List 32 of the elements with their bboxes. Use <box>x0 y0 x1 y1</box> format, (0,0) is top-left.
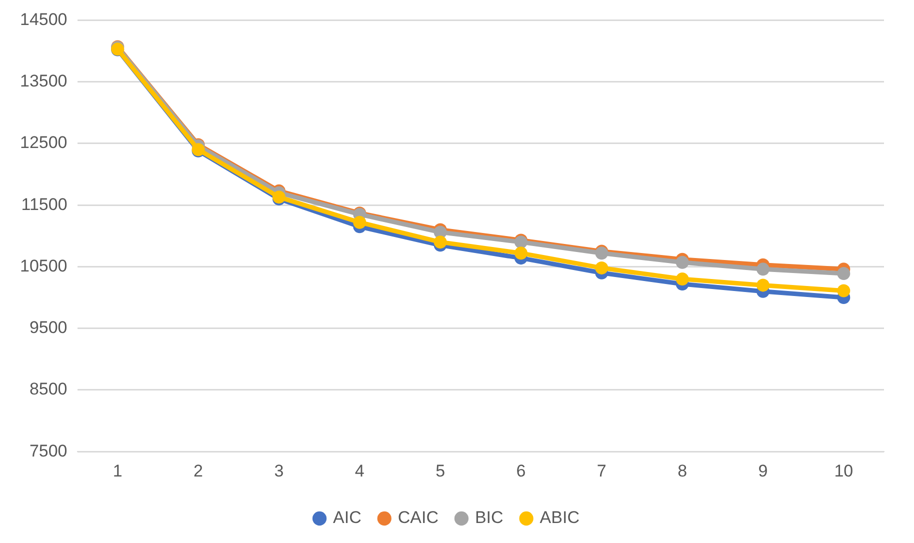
x-tick-label: 5 <box>436 461 446 480</box>
x-tick-label: 3 <box>274 461 284 480</box>
y-tick-label: 12500 <box>20 133 68 152</box>
point <box>434 236 447 249</box>
point <box>676 256 689 269</box>
y-tick-label: 9500 <box>29 318 68 338</box>
x-tick-label: 9 <box>758 461 768 480</box>
y-tick-label: 14500 <box>20 10 68 29</box>
x-tick-label: 2 <box>194 461 204 480</box>
x-tick-label: 4 <box>354 461 364 480</box>
y-tick-label: 11500 <box>21 194 68 214</box>
x-tick-label: 8 <box>678 461 688 480</box>
legend-label: AIC <box>333 508 362 528</box>
legend-label: ABIC <box>540 508 580 528</box>
point <box>756 278 770 292</box>
y-tick-label: 10500 <box>20 256 68 276</box>
point <box>353 216 366 229</box>
point <box>756 262 770 276</box>
y-tick-label: 13500 <box>20 72 68 91</box>
x-tick-label: 1 <box>112 461 122 480</box>
x-tick-label: 6 <box>516 461 526 480</box>
point <box>837 284 850 298</box>
point <box>514 246 528 260</box>
point <box>837 266 850 280</box>
y-tick-label: 7500 <box>29 441 68 460</box>
point <box>595 261 608 274</box>
y-tick-label: 8500 <box>29 380 68 399</box>
x-tick-label: 7 <box>596 461 606 480</box>
x-tick-label: 10 <box>834 461 854 480</box>
legend-label: CAIC <box>398 508 438 528</box>
point <box>676 272 689 286</box>
legend-label: BIC <box>474 508 504 528</box>
